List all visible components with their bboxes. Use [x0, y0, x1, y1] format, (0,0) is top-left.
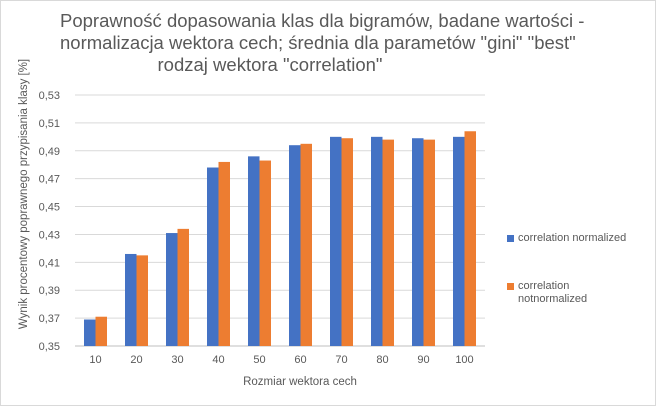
bar-normalized: [125, 253, 137, 346]
y-tick-label: 0,41: [39, 257, 60, 269]
bar-notnormalized: [136, 255, 148, 346]
legend-label-line-1: correlation: [518, 280, 570, 292]
legend-swatch-normalized: [507, 235, 514, 242]
bar-notnormalized: [423, 139, 435, 346]
x-tick-label: 10: [89, 354, 101, 366]
bar-notnormalized: [341, 138, 353, 346]
x-tick-label: 90: [417, 354, 429, 366]
legend-label-line-2: notnormalized: [518, 293, 588, 305]
bar-normalized: [289, 145, 301, 346]
bar-normalized: [330, 136, 342, 346]
y-tick-label: 0,45: [39, 202, 60, 214]
bar-normalized: [248, 156, 260, 346]
y-tick-label: 0,47: [39, 174, 60, 186]
chart-title-line-3: rodzaj wektora "correlation": [157, 54, 383, 75]
x-axis-label: Rozmiar wektora cech: [243, 376, 357, 388]
bar-normalized: [207, 167, 219, 346]
x-tick-label: 50: [253, 354, 265, 366]
y-tick-label: 0,35: [39, 341, 60, 353]
bar-notnormalized: [300, 143, 312, 346]
bar-notnormalized: [177, 228, 189, 346]
legend-label-normalized: correlation normalized: [518, 232, 627, 244]
y-tick-label: 0,37: [39, 313, 60, 325]
y-tick-label: 0,53: [39, 90, 60, 102]
chart-title-line-2: normalizacja wektora cech; średnia dla p…: [60, 32, 576, 53]
bar-normalized: [453, 136, 465, 346]
x-tick-label: 40: [212, 354, 224, 366]
y-tick-label: 0,39: [39, 285, 60, 297]
legend-swatch-notnormalized: [507, 283, 514, 290]
x-tick-label: 60: [294, 354, 306, 366]
x-tick-label: 70: [335, 354, 347, 366]
bar-notnormalized: [259, 160, 271, 346]
x-tick-label: 30: [171, 354, 183, 366]
y-tick-label: 0,43: [39, 229, 60, 241]
bar-notnormalized: [464, 131, 476, 346]
x-tick-label: 80: [376, 354, 388, 366]
x-tick-label: 100: [455, 354, 473, 366]
bar-normalized: [412, 138, 424, 346]
bar-notnormalized: [218, 161, 230, 346]
bar-normalized: [166, 233, 178, 346]
bar-normalized: [84, 319, 96, 346]
bar-notnormalized: [95, 316, 107, 346]
y-tick-label: 0,49: [39, 146, 60, 158]
bar-notnormalized: [382, 139, 394, 346]
chart-title-line-1: Poprawność dopasowania klas dla bigramów…: [60, 10, 585, 31]
x-tick-label: 20: [130, 354, 142, 366]
y-tick-label: 0,51: [39, 118, 60, 130]
legend-label-notnormalized: correlation notnormalized: [518, 280, 643, 306]
bar-normalized: [371, 136, 383, 346]
